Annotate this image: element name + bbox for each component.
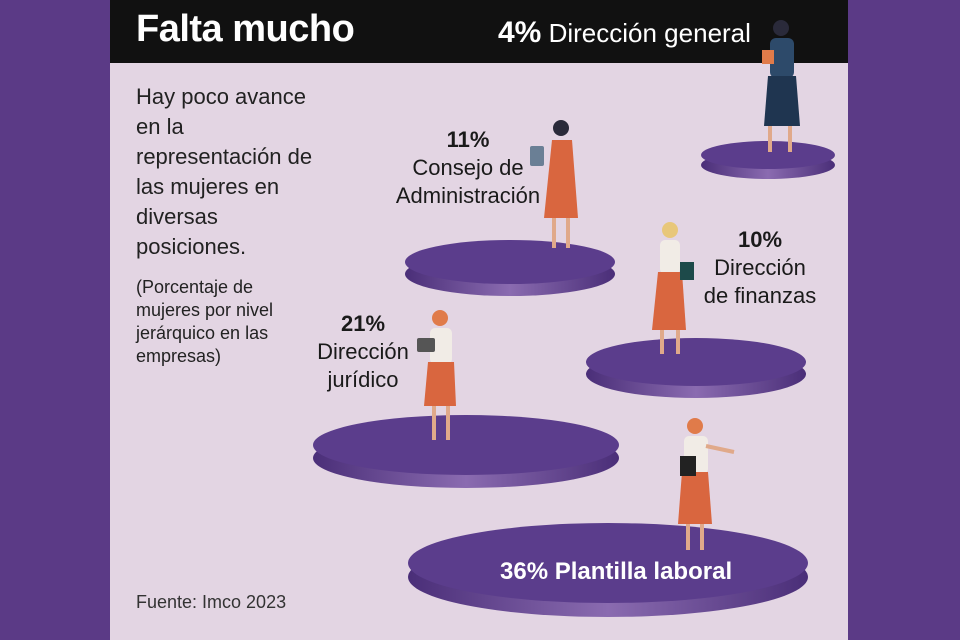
level-pct: 21% [340, 311, 386, 336]
header-bar [110, 0, 848, 63]
level-finanzas: 10% Dirección de finanzas [700, 226, 820, 310]
page-title: Falta mucho [136, 8, 355, 50]
level-consejo: 11% Consejo de Administración [388, 126, 548, 210]
woman-figure-director [762, 20, 800, 152]
level-pct: 36% [500, 558, 549, 585]
woman-figure-finanzas [652, 222, 694, 354]
platform-consejo [405, 240, 615, 296]
platform-direccion-general [701, 141, 835, 179]
level-label: Dirección de finanzas [703, 255, 817, 308]
level-pct: 4% [498, 16, 542, 49]
platform-juridico [313, 415, 619, 488]
level-juridico: 21% Dirección jurídico [308, 310, 418, 394]
level-label: Dirección general [548, 18, 751, 48]
woman-figure-juridico [417, 310, 456, 440]
level-plantilla: 36% Plantilla laboral [500, 558, 732, 586]
woman-figure-plantilla [678, 418, 735, 550]
level-direccion-general: 4% Dirección general [498, 16, 751, 50]
level-label: Plantilla laboral [554, 558, 733, 585]
level-pct: 11% [446, 127, 490, 152]
platform-finanzas [586, 338, 806, 398]
platform-plantilla [408, 523, 808, 617]
source-text: Fuente: Imco 2023 [136, 592, 287, 612]
level-pct: 10% [737, 227, 783, 252]
level-label: Consejo de Administración [395, 155, 541, 208]
woman-figure-consejo [530, 120, 578, 248]
intro-text: Hay poco avance en la representación de … [136, 84, 313, 259]
note-text: (Porcentaje de mujeres por nivel jerárqu… [136, 277, 274, 366]
level-label: Dirección jurídico [317, 339, 409, 392]
